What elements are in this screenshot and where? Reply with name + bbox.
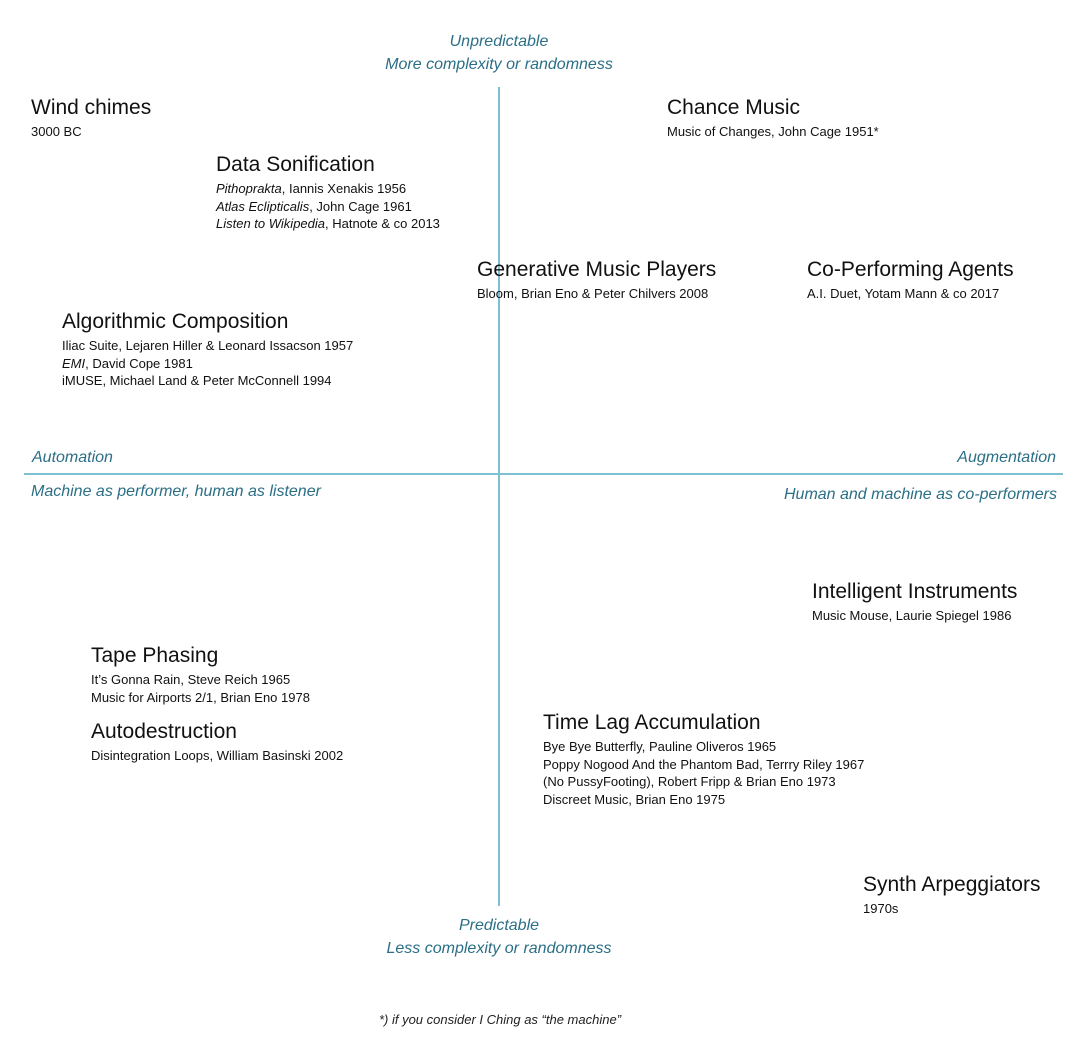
item-title: Autodestruction [91, 720, 237, 743]
item-algorithmic-composition: Algorithmic Composition Iliac Suite, Leja… [62, 310, 353, 390]
item-autodestruction: Autodestruction Disintegration Loops, Wil… [91, 720, 343, 765]
item-title: Algorithmic Composition [62, 310, 289, 333]
axis-top-title: Unpredictable [449, 33, 549, 50]
work-title: Pithoprakta [216, 181, 282, 197]
item-chance-music: Chance Music Music of Changes, John Cage … [667, 96, 879, 141]
item-title: Time Lag Accumulation [543, 711, 761, 734]
axis-bottom-title: Predictable [458, 917, 540, 934]
item-detail-line: Atlas Eclipticalis, John Cage 1961 [216, 198, 440, 216]
axis-top-subtitle: More complexity or randomness [385, 56, 613, 74]
footnote: *) if you consider I Ching as “the machi… [378, 1012, 622, 1027]
item-co-performing-agents: Co-Performing Agents A.I. Duet, Yotam Man… [807, 258, 1014, 303]
item-title: Data Sonification [216, 153, 375, 176]
work-credit: , David Cope 1981 [85, 355, 193, 371]
item-detail-line: Listen to Wikipedia, Hatnote & co 2013 [216, 215, 440, 233]
work-credit: , Hatnote & co 2013 [325, 216, 440, 232]
item-title: Synth Arpeggiators [863, 873, 1041, 896]
item-detail-line: Disintegration Loops, William Basinski 2… [91, 748, 344, 764]
item-title: Intelligent Instruments [812, 580, 1018, 603]
item-detail-line: Poppy Nogood And the Phantom Bad, Terrry… [543, 756, 865, 772]
item-title: Co-Performing Agents [807, 258, 1014, 281]
item-tape-phasing: Tape Phasing It’s Gonna Rain, Steve Reich… [91, 644, 310, 706]
item-detail-line: (No PussyFooting), Robert Fripp & Brian … [543, 774, 836, 790]
item-detail-line: Discreet Music, Brian Eno 1975 [543, 791, 726, 807]
vertical-axis-line [498, 87, 500, 906]
item-generative-music-players: Generative Music Players Bloom, Brian Eno… [477, 258, 716, 303]
item-detail-line: 1970s [863, 901, 899, 917]
item-title: Wind chimes [31, 96, 152, 119]
work-title: Atlas Eclipticalis [216, 198, 310, 214]
work-title: EMI [62, 355, 86, 371]
axis-left-subtitle: Machine as performer, human as listener [31, 483, 321, 500]
work-title: Listen to Wikipedia [216, 216, 325, 232]
axis-bottom-subtitle: Less complexity or randomness [386, 940, 612, 958]
horizontal-axis-line [24, 473, 1063, 475]
work-credit: , Iannis Xenakis 1956 [281, 181, 407, 197]
item-title: Chance Music [667, 96, 801, 119]
axis-bottom-label: Predictable Less complexity or randomnes… [349, 914, 649, 960]
item-synth-arpeggiators: Synth Arpeggiators 1970s [863, 873, 1040, 918]
axis-left-title: Automation [32, 449, 113, 466]
work-credit: , John Cage 1961 [309, 198, 412, 214]
item-detail-line: Music Mouse, Laurie Spiegel 1986 [812, 608, 1012, 624]
item-wind-chimes: Wind chimes 3000 BC [31, 96, 151, 141]
item-detail-line: 3000 BC [31, 124, 82, 140]
item-detail-line: It’s Gonna Rain, Steve Reich 1965 [91, 672, 291, 688]
item-intelligent-instruments: Intelligent Instruments Music Mouse, Laur… [812, 580, 1017, 625]
axis-right-title: Augmentation [957, 449, 1056, 466]
item-detail-line: EMI, David Cope 1981 [62, 355, 353, 373]
item-detail-line: Bye Bye Butterfly, Pauline Oliveros 1965 [543, 739, 777, 755]
item-detail-line: Music of Changes, John Cage 1951* [667, 124, 879, 140]
axis-right-subtitle: Human and machine as co-performers [783, 486, 1057, 503]
item-detail-line: Music for Airports 2/1, Brian Eno 1978 [91, 689, 310, 705]
item-time-lag-accumulation: Time Lag Accumulation Bye Bye Butterfly, … [543, 711, 864, 808]
item-detail-line: Bloom, Brian Eno & Peter Chilvers 2008 [477, 286, 709, 302]
item-detail-line: Iliac Suite, Lejaren Hiller & Leonard Is… [62, 338, 354, 354]
item-detail-line: A.I. Duet, Yotam Mann & co 2017 [807, 286, 1000, 302]
item-title: Tape Phasing [91, 644, 219, 667]
item-detail-line: Pithoprakta, Iannis Xenakis 1956 [216, 180, 440, 198]
axis-top-label: Unpredictable More complexity or randomn… [349, 30, 649, 76]
item-title: Generative Music Players [477, 258, 717, 281]
item-data-sonification: Data Sonification Pithoprakta, Iannis Xen… [216, 153, 440, 233]
item-detail-line: iMUSE, Michael Land & Peter McConnell 19… [62, 373, 332, 389]
